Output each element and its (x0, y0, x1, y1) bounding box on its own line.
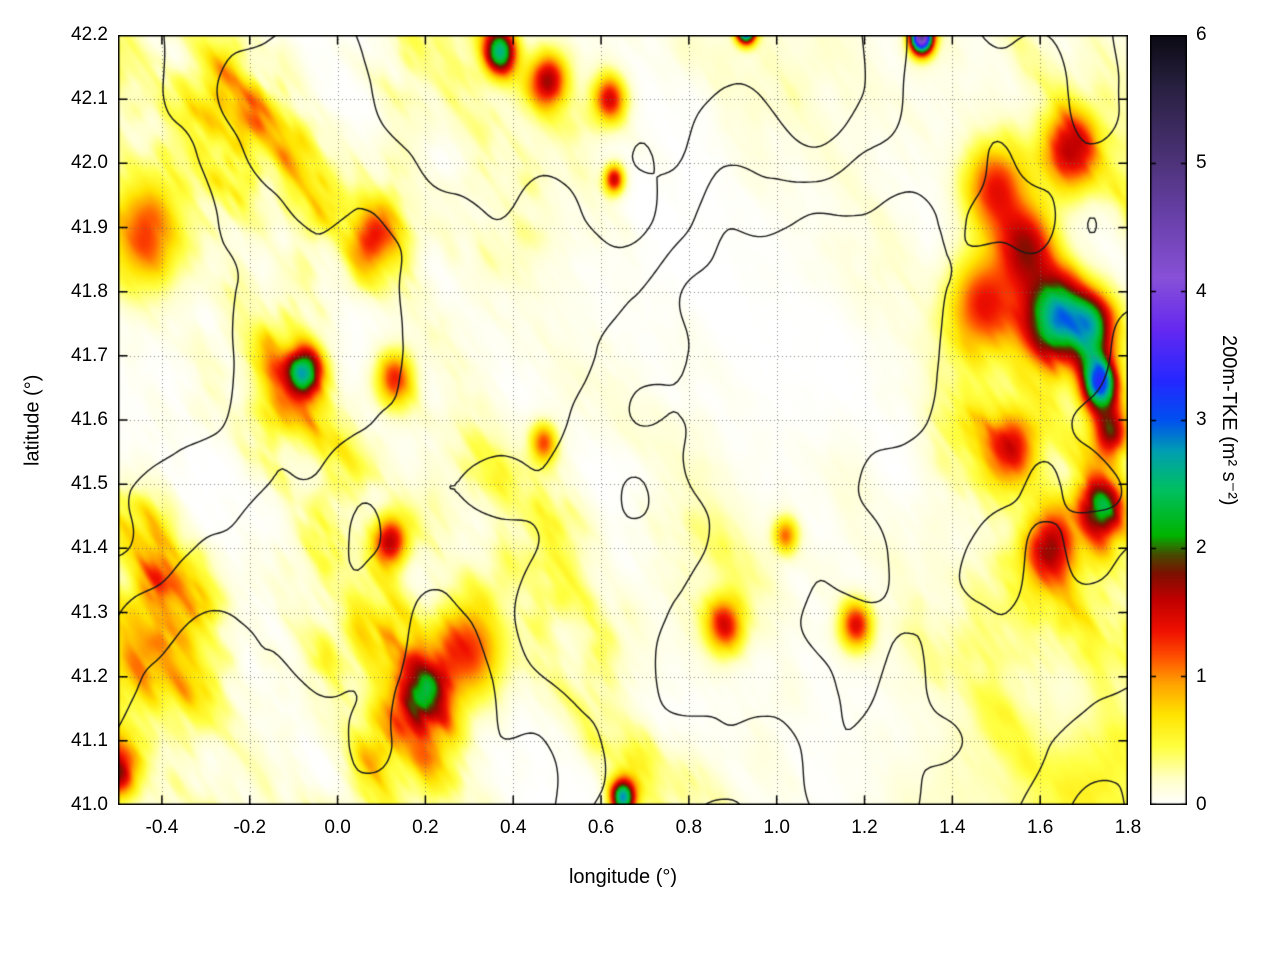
colorbar-tick-label: 6 (1196, 24, 1207, 45)
y-axis-label: latitude (°) (21, 374, 44, 466)
y-tick-label: 42.1 (71, 88, 108, 110)
y-tick-label: 41.2 (71, 665, 108, 687)
x-tick-label: 1.2 (851, 817, 878, 838)
x-axis-tick-labels: -0.4 -0.2 0.0 0.2 0.4 0.6 0.8 1.0 1.2 1.4 1.6 1.8 (118, 817, 1142, 843)
y-axis-tick-labels: 41.0 41.1 41.2 41.3 41.4 41.5 41.6 41.7 41.8 41.9… (0, 24, 108, 815)
x-axis-label: longitude (°) (568, 866, 678, 888)
x-tick-label: 1.8 (1114, 817, 1142, 838)
plot-area (118, 35, 1128, 805)
colorbar-label: 200m-TKE (m² s⁻²) (1218, 334, 1240, 506)
x-tick-label: 0.6 (587, 817, 615, 838)
x-tick-label: -0.2 (233, 817, 267, 838)
y-tick-label: 42.0 (71, 152, 108, 174)
y-tick-label: 41.5 (71, 473, 108, 495)
x-tick-label: 1.4 (939, 817, 966, 838)
colorbar-tick-label: 2 (1196, 537, 1207, 559)
x-tick-label: 1.0 (763, 817, 790, 838)
y-tick-label: 42.2 (71, 24, 108, 45)
y-tick-label: 41.1 (71, 729, 108, 751)
colorbar-canvas (1150, 35, 1187, 805)
colorbar-tick-label: 3 (1196, 409, 1207, 430)
x-tick-label: 0.2 (412, 817, 439, 838)
x-tick-label: 1.6 (1026, 817, 1054, 838)
y-tick-label: 41.8 (71, 280, 108, 302)
y-tick-label: 41.6 (71, 409, 108, 430)
y-tick-label: 41.3 (71, 601, 108, 623)
colorbar-tick-labels: 0 1 2 3 4 5 6 (1196, 24, 1240, 815)
y-tick-label: 41.7 (71, 344, 108, 366)
x-tick-label: 0.0 (324, 817, 351, 838)
colorbar (1150, 35, 1187, 805)
x-tick-label: 0.8 (675, 817, 703, 838)
heatmap-canvas (118, 35, 1128, 805)
x-tick-label: 0.4 (499, 817, 527, 838)
y-tick-label: 41.4 (71, 537, 108, 559)
x-tick-label: -0.4 (145, 817, 179, 838)
colorbar-tick-label: 1 (1196, 665, 1207, 687)
colorbar-tick-label: 4 (1196, 280, 1207, 302)
y-tick-label: 41.9 (71, 216, 108, 238)
colorbar-tick-label: 0 (1196, 794, 1207, 815)
colorbar-tick-label: 5 (1196, 152, 1207, 174)
y-tick-label: 41.0 (71, 794, 108, 815)
